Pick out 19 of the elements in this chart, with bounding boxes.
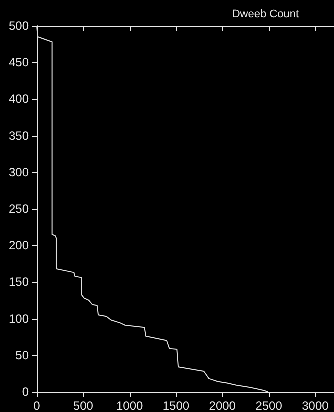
x-tick-label: 0 <box>34 399 41 412</box>
y-tick-label: 350 <box>8 128 30 143</box>
y-tick-label: 50 <box>16 348 30 362</box>
y-tick-label: 150 <box>8 275 30 290</box>
x-tick-label: 3000 <box>302 399 330 412</box>
x-tick-label: 1000 <box>116 399 144 412</box>
y-tick-label: 300 <box>8 165 30 180</box>
y-tick-label: 450 <box>8 56 30 70</box>
chart-title: Dweeb Count <box>232 8 300 20</box>
y-tick-label: 250 <box>8 202 30 216</box>
x-tick-label: 1500 <box>162 399 190 412</box>
y-tick-label: 0 <box>22 385 30 399</box>
x-tick-label: 500 <box>73 399 94 412</box>
x-tick-label: 2000 <box>209 399 236 412</box>
x-tick-label: 2500 <box>256 399 283 412</box>
y-tick-label: 200 <box>8 238 30 253</box>
y-tick-label: 100 <box>8 312 30 326</box>
y-tick-label: 400 <box>8 92 30 106</box>
y-tick-label: 500 <box>8 19 30 33</box>
